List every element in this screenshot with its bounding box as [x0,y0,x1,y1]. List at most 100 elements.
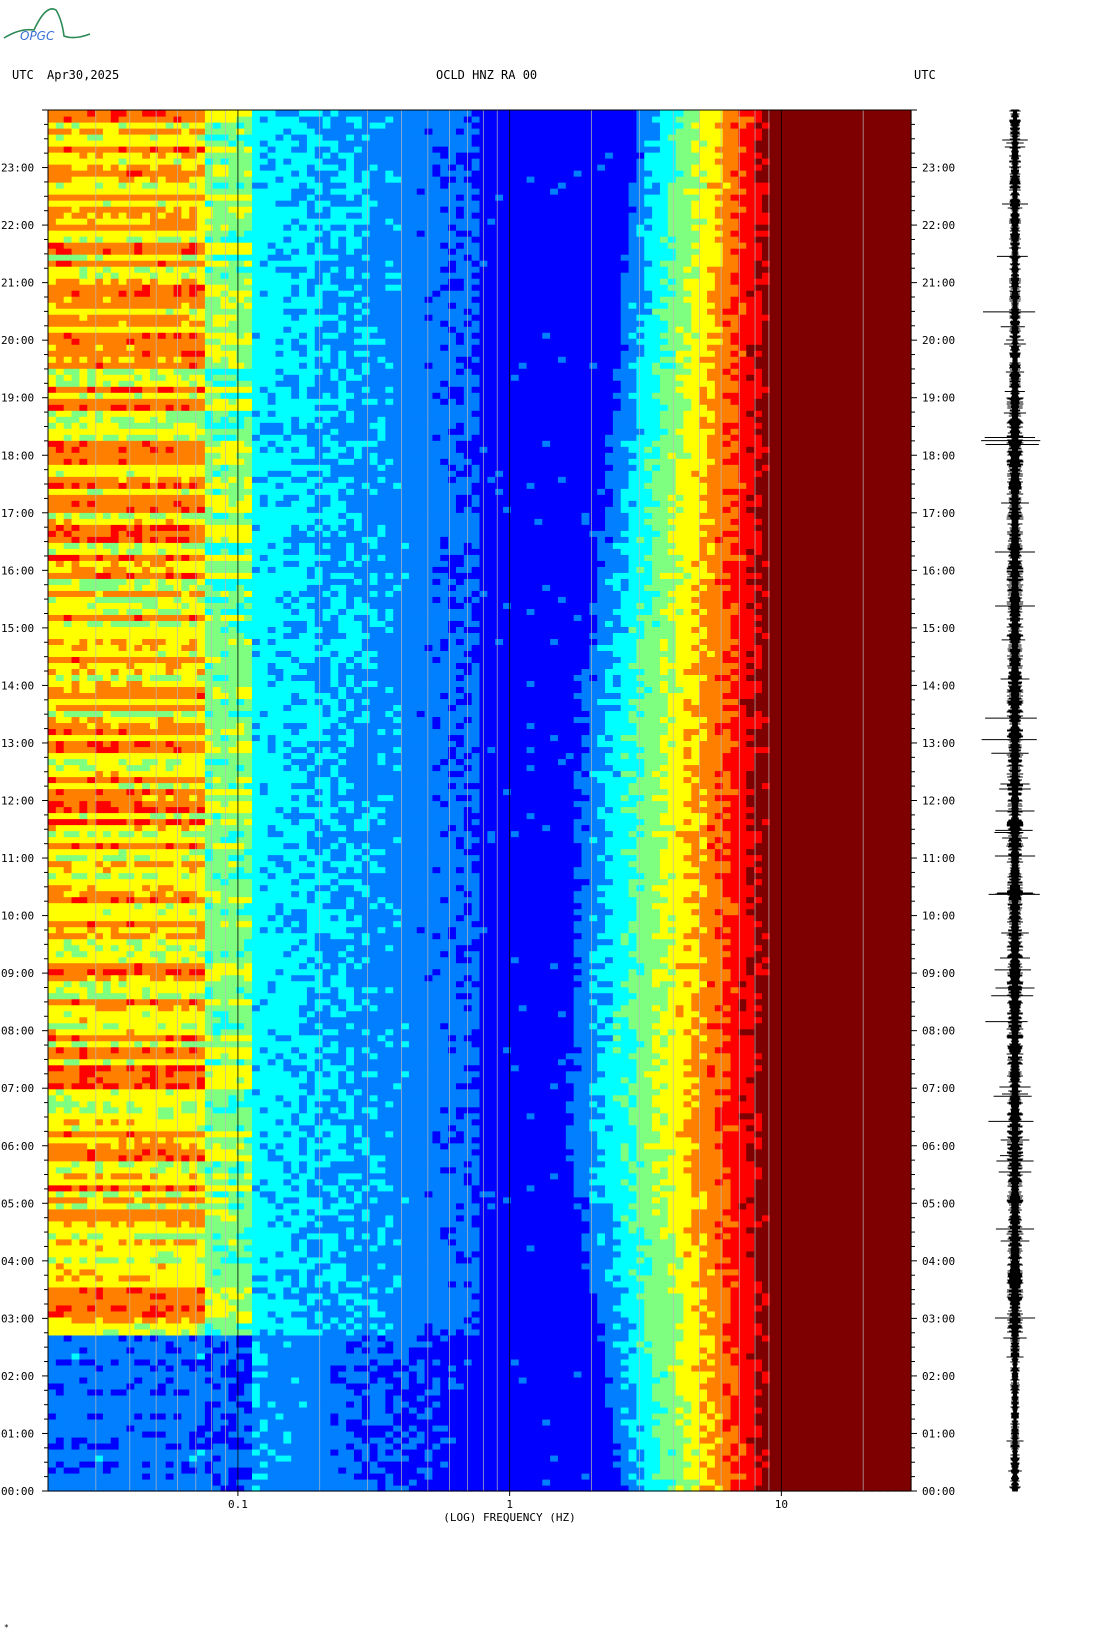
heat-cell [408,1280,418,1288]
heat-cell [440,1364,449,1372]
heat-cell [903,1346,912,1354]
heat-cell [840,1460,849,1468]
heat-cell [330,1478,339,1486]
heat-cell [102,1238,112,1246]
heat-cell [777,1220,787,1228]
heat-cell [118,1238,128,1246]
heat-cell [597,1256,606,1264]
heat-cell [424,1328,434,1336]
heat-cell [48,1214,57,1222]
heat-cell [534,1298,543,1306]
heat-cell [887,1412,896,1420]
heat-cell [871,1268,881,1276]
heat-cell [620,1298,630,1306]
heat-cell [346,1226,355,1234]
heat-cell [377,1274,386,1282]
heat-cell [856,1298,865,1306]
heat-cell [118,1274,128,1282]
heat-cell [204,1388,214,1396]
heat-cell [236,1310,245,1318]
heat-cell [424,1472,434,1480]
heat-cell [118,1214,128,1222]
heat-cell [353,1412,363,1420]
heat-cell [761,1316,771,1324]
heat-cell [691,1346,700,1354]
heat-cell [659,1322,669,1330]
heat-cell [510,1424,520,1432]
heat-cell [338,1460,347,1468]
heat-cell [424,1292,434,1300]
heat-cell [228,1220,237,1228]
heat-cell [620,1376,630,1384]
heat-cell [675,1442,685,1450]
heat-cell [683,1226,692,1234]
heat-cell [55,1286,65,1294]
heat-cell [777,1370,787,1378]
heat-cell [63,1418,73,1426]
heat-cell [636,1364,645,1372]
heat-cell [644,1358,653,1366]
heat-cell [251,1442,261,1450]
heat-cell [597,1460,606,1468]
heat-cell [299,1298,308,1306]
heat-cell [510,1310,520,1318]
heat-cell [79,1436,88,1444]
heat-cell [730,1220,739,1228]
heat-cell [746,1460,755,1468]
heat-cell [550,1406,559,1414]
heat-cell [102,1322,112,1330]
heat-cell [722,1442,732,1450]
heat-cell [863,1406,873,1414]
heat-cell [503,1232,512,1240]
heat-cell [879,1460,889,1468]
heat-cell [683,1238,692,1246]
heat-cell [816,1298,826,1306]
heat-cell [879,1412,889,1420]
heat-cell [871,1304,881,1312]
heat-cell [283,1262,292,1270]
heat-cell [393,1454,402,1462]
heat-cell [314,1280,324,1288]
heat-cell [871,1388,881,1396]
heat-cell [824,1352,834,1360]
heat-cell [149,1262,159,1270]
heat-cell [542,1268,551,1276]
heat-cell [142,1214,151,1222]
heat-cell [424,1346,434,1354]
heat-cell [526,1340,536,1348]
heat-cell [55,1298,65,1306]
heat-cell [181,1352,190,1360]
heat-cell [754,1364,763,1372]
heat-cell [487,1376,496,1384]
heat-cell [887,1280,896,1288]
heat-cell [887,1388,896,1396]
heat-cell [573,1358,583,1366]
heat-cell [573,1244,583,1252]
heat-cell [126,1268,135,1276]
heat-cell [440,1292,449,1300]
heat-cell [244,1274,253,1282]
heat-cell [330,1328,339,1336]
heat-cell [306,1394,316,1402]
heat-cell [895,1262,904,1270]
heat-cell [291,1214,300,1222]
heat-cell [244,1262,253,1270]
heat-cell [463,1370,473,1378]
heat-cell [699,1274,708,1282]
heat-cell [416,1406,426,1414]
heat-cell [165,1442,175,1450]
heat-cell [714,1298,724,1306]
heat-cell [777,1400,787,1408]
heat-cell [377,1220,386,1228]
heat-cell [401,1292,410,1300]
heat-cell [636,1322,645,1330]
heat-cell [620,1280,630,1288]
heat-cell [48,1448,57,1456]
heat-cell [87,1268,96,1276]
heat-cell [534,1364,543,1372]
heat-cell [448,1430,457,1438]
heat-cell [542,1238,551,1246]
heat-cell [816,1322,826,1330]
heat-cell [157,1214,167,1222]
heat-cell [667,1376,677,1384]
